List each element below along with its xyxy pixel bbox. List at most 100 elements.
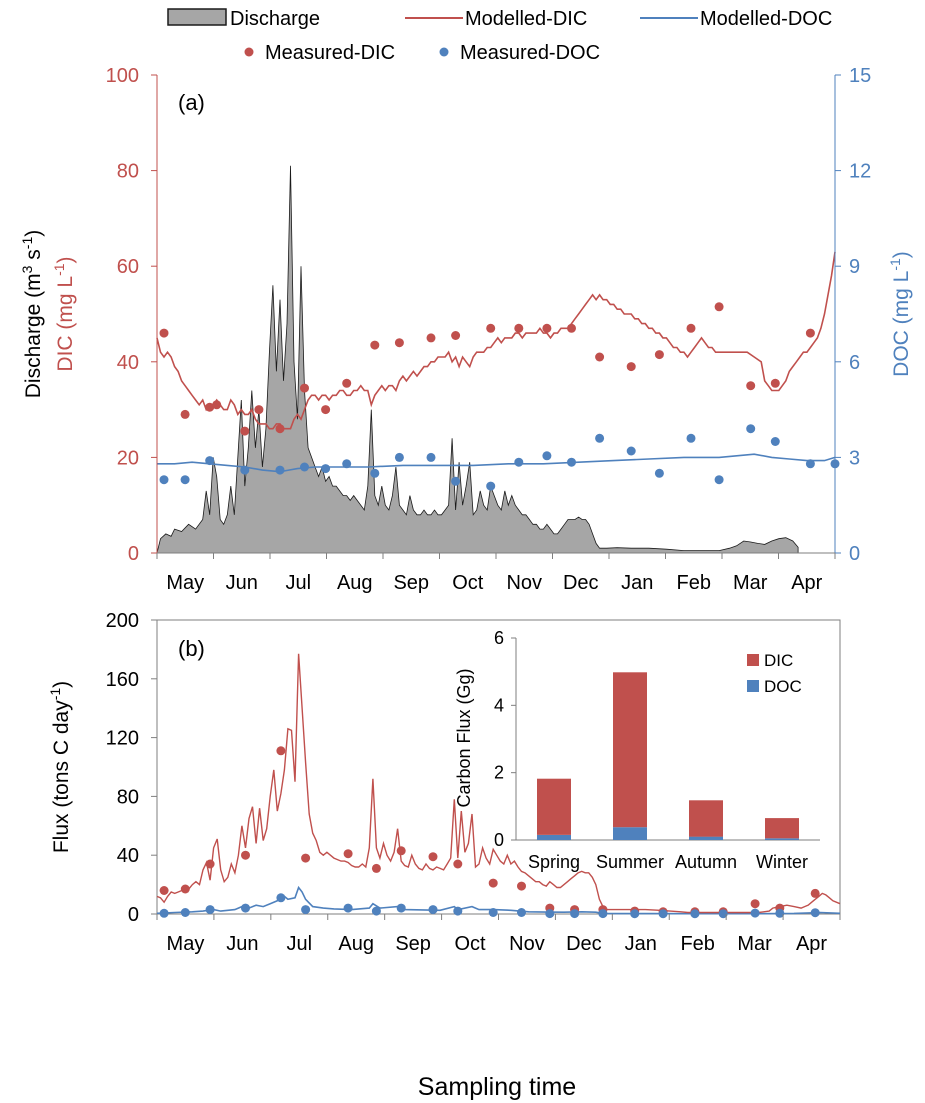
measured-dic-point — [770, 378, 780, 388]
measured-doc-flux-point — [517, 908, 526, 917]
panel-b-plot-area — [156, 619, 841, 915]
measured-doc-flux-point — [630, 909, 640, 919]
measured-doc-flux-point — [488, 908, 498, 917]
label-part: -1 — [47, 688, 63, 701]
measured-doc-point — [342, 459, 352, 469]
left-tick-label: 0 — [128, 543, 139, 565]
right-tick-label: 9 — [849, 256, 860, 278]
left-tick-label: 100 — [106, 65, 139, 87]
label-part: -1 — [51, 263, 67, 276]
legend-item-modelled-dic: Modelled-DIC — [405, 8, 587, 30]
y-tick-label: 120 — [106, 728, 139, 750]
label-part: 3 — [19, 265, 35, 273]
measured-dic-flux-points — [159, 746, 820, 917]
inset-y-tick-label: 6 — [494, 628, 504, 648]
x-tick-label: Mar — [737, 933, 772, 955]
x-tick-label: Feb — [680, 933, 714, 955]
measured-dic-flux-point — [301, 853, 311, 863]
measured-doc-flux-point — [205, 905, 215, 915]
measured-doc-point — [426, 452, 436, 462]
bar-doc-spring — [537, 835, 571, 840]
legend-item-discharge: Discharge — [167, 8, 320, 30]
measured-dic-point — [321, 405, 331, 415]
x-axis-label: Sampling time — [418, 1073, 576, 1101]
measured-doc-point — [180, 475, 190, 485]
measured-dic-flux-point — [241, 850, 250, 860]
measured-dic-flux-point — [180, 884, 190, 894]
legend: Discharge Modelled-DIC Modelled-DOC Measure… — [167, 8, 832, 64]
x-tick-label: Aug — [337, 572, 373, 594]
inset-category-label: Spring — [528, 852, 580, 872]
left-tick-label: 60 — [117, 256, 139, 278]
measured-doc-point — [514, 457, 524, 467]
measured-dic-point — [542, 323, 552, 333]
x-tick-label: Jan — [621, 572, 653, 594]
inset-bars — [537, 672, 799, 840]
legend-label: Modelled-DOC — [700, 8, 832, 30]
measured-dic-point — [514, 323, 524, 333]
legend-item-measured-dic: Measured-DIC — [244, 42, 395, 64]
label-part: Discharge (m — [22, 273, 45, 398]
y-tick-label: 40 — [117, 845, 139, 867]
measured-dic-point — [180, 409, 190, 419]
inset-category-label: Autumn — [675, 852, 737, 872]
right-tick-label: 6 — [849, 352, 860, 374]
label-part: DOC (mg L — [890, 271, 913, 377]
label-part: Flux (tons C day — [50, 700, 73, 853]
inset-y-tick-label: 4 — [494, 695, 504, 715]
y-tick-label: 80 — [117, 786, 139, 808]
left-tick-label: 80 — [117, 161, 139, 183]
measured-doc-point — [714, 475, 724, 485]
measured-doc-point — [159, 475, 169, 485]
measured-dic-point — [451, 331, 461, 340]
label-part: ) — [890, 251, 913, 258]
inset-bar-chart: 0 2 4 6 Spring Summer Autumn Winter DIC DOC Car… — [454, 628, 820, 872]
measured-dic-flux-point — [343, 849, 353, 859]
inset-legend-swatch — [747, 654, 759, 666]
modelled-dic-line — [156, 251, 836, 430]
inset-category-label: Winter — [756, 852, 808, 872]
measured-dic-point — [426, 333, 436, 343]
left-tick-label: 20 — [117, 447, 139, 469]
measured-dic-point — [394, 338, 404, 348]
label-part: -1 — [19, 237, 35, 250]
measured-doc-point — [275, 465, 285, 475]
measured-doc-point — [542, 451, 552, 461]
label-part: ) — [22, 230, 45, 237]
x-tick-label: Jul — [287, 933, 313, 955]
measured-doc-flux-point — [718, 909, 728, 919]
measured-dic-points — [159, 302, 815, 436]
x-tick-label: May — [167, 933, 205, 955]
right-y-tick-labels: 0 3 6 9 12 15 — [835, 65, 871, 565]
measured-doc-point — [486, 481, 496, 491]
measured-doc-flux-points — [159, 893, 820, 919]
y-axis-label-doc: DOC (mg L-1) — [887, 251, 913, 377]
measured-doc-point — [770, 437, 780, 446]
measured-doc-flux-point — [241, 903, 250, 913]
bar-dic-winter — [765, 818, 799, 839]
measured-doc-point — [626, 446, 636, 456]
measured-dic-flux-point — [276, 746, 286, 756]
legend-label: Discharge — [230, 8, 320, 30]
measured-doc-flux-point — [775, 908, 785, 918]
left-tick-label: 40 — [117, 352, 139, 374]
measured-dic-point — [205, 402, 215, 412]
measured-dic-point — [714, 302, 724, 312]
right-tick-label: 0 — [849, 543, 860, 565]
measured-dic-point — [275, 424, 285, 434]
measured-dic-point — [746, 381, 756, 391]
measured-dic-point — [805, 328, 815, 338]
inset-category-labels: Spring Summer Autumn Winter — [528, 852, 808, 872]
x-tick-label: Jul — [285, 572, 311, 594]
measured-doc-flux-point — [371, 906, 381, 916]
measured-doc-point — [300, 462, 309, 472]
measured-dic-flux-point — [396, 846, 406, 856]
legend-item-modelled-doc: Modelled-DOC — [640, 8, 832, 30]
measured-dic-point — [342, 378, 352, 388]
inset-legend-label: DIC — [764, 651, 793, 670]
legend-label: Modelled-DIC — [465, 8, 587, 30]
x-tick-label: Sep — [395, 933, 431, 955]
measured-dic-point — [240, 426, 250, 436]
measured-doc-flux-point — [343, 903, 353, 913]
